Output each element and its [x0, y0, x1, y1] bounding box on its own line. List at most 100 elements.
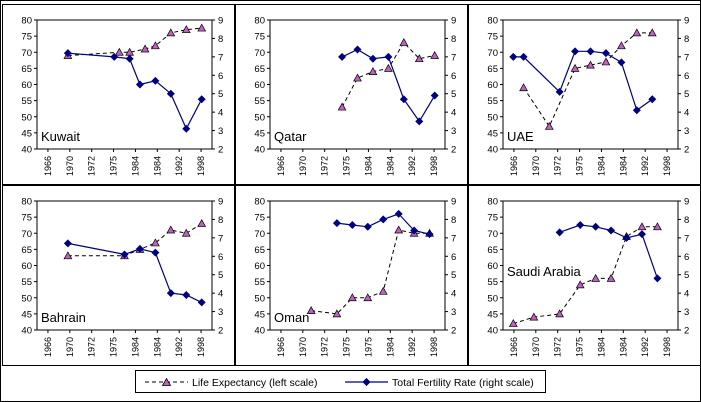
x-tick-label: 1992	[407, 337, 417, 357]
x-tick-label: 1972	[87, 337, 97, 357]
x-tick-label: 1998	[196, 337, 206, 357]
life-expectancy-point	[363, 293, 373, 302]
legend-life-expectancy-label: Life Expectancy (left scale)	[192, 377, 317, 389]
x-tick-label: 1975	[109, 337, 119, 357]
life-expectancy-point	[555, 309, 565, 318]
life-expectancy-point	[616, 41, 626, 50]
life-expectancy-point	[544, 121, 554, 130]
right-tick-label: 5	[451, 270, 456, 281]
x-tick-label: 1998	[196, 156, 206, 176]
legend-box	[135, 370, 546, 393]
right-tick-label: 2	[451, 145, 456, 156]
left-tick-label: 60	[254, 80, 265, 91]
life-expectancy-line	[523, 32, 653, 128]
life-expectancy-line	[311, 229, 430, 315]
left-tick-label: 40	[21, 326, 32, 337]
fertility-point	[410, 226, 419, 235]
left-tick-label: 70	[254, 229, 265, 240]
x-tick-label: 1972	[320, 337, 330, 357]
x-tick-label: 1998	[429, 337, 439, 357]
life-expectancy-point	[63, 251, 73, 260]
country-label: Bahrain	[41, 310, 86, 325]
legend-fertility-label: Total Fertility Rate (right scale)	[392, 377, 534, 389]
fertility-point	[555, 228, 564, 237]
life-expectancy-point	[181, 25, 191, 34]
right-tick-label: 3	[451, 126, 456, 137]
right-tick-label: 6	[451, 252, 456, 263]
right-tick-label: 4	[451, 289, 456, 300]
left-tick-label: 70	[487, 48, 498, 59]
right-tick-label: 3	[684, 126, 689, 137]
country-label: Kuwait	[41, 129, 80, 144]
fertility-point	[338, 52, 347, 61]
x-tick-label: 1970	[298, 337, 308, 357]
fertility-point	[399, 95, 408, 104]
fertility-point	[430, 91, 439, 100]
x-tick-label: 1975	[342, 337, 352, 357]
life-expectancy-point	[166, 28, 176, 37]
left-tick-label: 55	[21, 277, 32, 288]
fertility-point	[151, 248, 160, 257]
x-tick-label: 1975	[575, 156, 585, 176]
left-tick-label: 55	[487, 96, 498, 107]
fertility-point	[182, 290, 191, 299]
left-tick-label: 60	[487, 80, 498, 91]
left-tick-label: 50	[21, 293, 32, 304]
x-tick-label: 1972	[87, 156, 97, 176]
x-tick-label: 1966	[43, 337, 53, 357]
fertility-point	[63, 49, 72, 58]
life-expectancy-point	[519, 83, 528, 92]
left-tick-label: 40	[487, 326, 498, 337]
life-expectancy-point	[637, 222, 647, 231]
right-tick-label: 4	[218, 108, 223, 119]
right-tick-label: 2	[218, 145, 223, 156]
fertility-point	[197, 298, 206, 307]
fertility-point	[125, 54, 134, 63]
fertility-point	[653, 274, 662, 283]
x-tick-label: 1975	[342, 156, 352, 176]
left-tick-label: 65	[21, 245, 32, 256]
right-tick-label: 4	[218, 289, 223, 300]
x-tick-label: 1975	[109, 156, 119, 176]
left-tick-label: 55	[21, 96, 32, 107]
left-tick-label: 70	[487, 229, 498, 240]
left-tick-label: 50	[254, 112, 265, 123]
fertility-point	[348, 220, 357, 229]
x-tick-label: 1992	[174, 156, 184, 176]
left-tick-label: 80	[254, 16, 265, 27]
life-expectancy-point	[575, 280, 585, 289]
life-expectancy-point	[653, 222, 662, 231]
right-tick-label: 8	[451, 215, 456, 226]
fertility-point	[384, 52, 393, 61]
fertility-point	[63, 239, 72, 248]
left-tick-label: 40	[254, 145, 265, 156]
left-tick-label: 70	[254, 48, 265, 59]
fertility-point	[607, 226, 616, 235]
life-expectancy-point	[150, 238, 160, 247]
life-expectancy-point	[586, 60, 595, 69]
fertility-point	[586, 47, 595, 56]
x-tick-label: 1992	[640, 156, 650, 176]
x-tick-label: 1984	[130, 337, 140, 357]
panel-frame	[235, 4, 468, 185]
right-tick-label: 5	[684, 270, 689, 281]
right-tick-label: 7	[218, 233, 223, 244]
left-tick-label: 75	[21, 213, 32, 224]
right-tick-label: 4	[451, 108, 456, 119]
fertility-point	[622, 233, 631, 242]
country-label: UAE	[507, 129, 534, 144]
fertility-point	[120, 250, 129, 259]
x-tick-label: 1972	[553, 337, 563, 357]
right-tick-label: 9	[451, 197, 456, 208]
x-tick-label: 1992	[174, 337, 184, 357]
fertility-point	[555, 87, 564, 96]
legend-diamond-marker-icon	[362, 377, 371, 387]
life-expectancy-point	[197, 219, 207, 227]
x-tick-label: 1984	[596, 156, 606, 176]
